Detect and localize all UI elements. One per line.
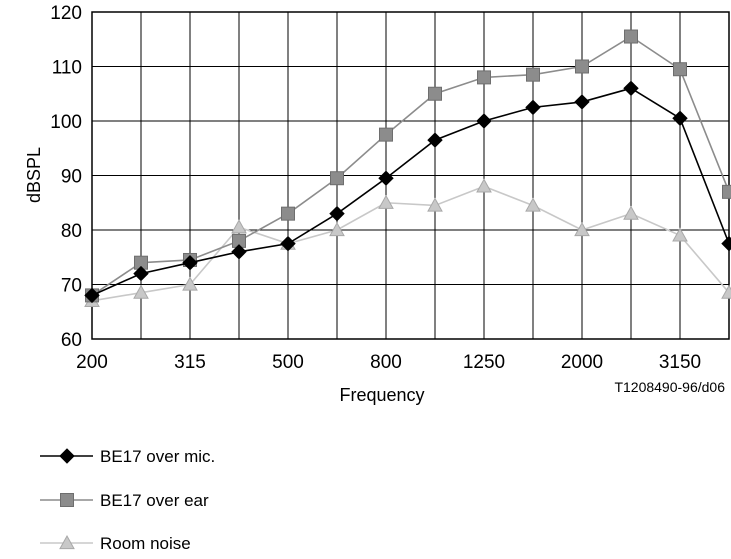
data-point — [182, 276, 198, 291]
y-tick-label: 90 — [61, 167, 82, 188]
data-point — [575, 59, 589, 74]
data-point — [428, 86, 442, 101]
y-tick-label: 60 — [61, 330, 82, 351]
data-point — [476, 113, 492, 129]
legend: BE17 over mic. BE17 over ear Room noise — [40, 447, 215, 553]
data-point — [623, 80, 639, 97]
y-tick-label: 120 — [50, 3, 82, 24]
data-point — [476, 178, 492, 193]
data-point — [378, 194, 394, 209]
y-axis: 60 70 80 90 100 110 120 — [50, 3, 82, 351]
series-diamond — [84, 80, 731, 304]
series-line — [91, 35, 730, 297]
plot-series — [84, 29, 731, 307]
legend-marker — [60, 493, 74, 507]
legend-item: BE17 over ear — [40, 491, 209, 510]
legend-label: Room noise — [100, 534, 191, 553]
x-axis-title: Frequency — [339, 385, 424, 405]
data-point — [672, 110, 688, 126]
data-point — [525, 99, 541, 116]
data-point — [427, 132, 443, 148]
data-point — [84, 287, 100, 304]
x-axis: 200 315 500 800 1250 2000 3150 — [76, 352, 701, 373]
data-point — [329, 205, 345, 222]
x-tick-label: 800 — [370, 352, 402, 373]
legend-marker — [59, 534, 75, 550]
data-point — [182, 254, 198, 271]
x-tick-label: 1250 — [463, 352, 505, 373]
data-point — [231, 219, 247, 234]
data-point — [281, 206, 295, 221]
data-point — [722, 184, 731, 199]
x-tick-label: 3150 — [659, 352, 701, 373]
x-tick-label: 200 — [76, 352, 108, 373]
data-point — [525, 197, 541, 212]
data-point — [133, 284, 149, 299]
x-tick-label: 315 — [174, 352, 206, 373]
y-tick-label: 70 — [61, 276, 82, 297]
data-point — [133, 265, 149, 282]
legend-item: Room noise — [40, 534, 191, 553]
series-line — [91, 185, 730, 302]
data-point — [379, 127, 393, 142]
data-point — [574, 221, 590, 237]
x-tick-label: 500 — [272, 352, 304, 373]
y-tick-label: 80 — [61, 221, 82, 242]
data-point — [526, 67, 540, 82]
data-point — [623, 205, 639, 220]
y-axis-title: dBSPL — [24, 147, 44, 203]
data-point — [624, 29, 638, 44]
data-point — [673, 62, 687, 77]
data-point — [477, 70, 491, 85]
legend-label: BE17 over ear — [100, 491, 209, 510]
y-tick-label: 110 — [52, 58, 82, 79]
data-point — [721, 284, 731, 299]
series-line — [91, 87, 730, 297]
legend-label: BE17 over mic. — [100, 447, 215, 466]
legend-item: BE17 over mic. — [40, 447, 215, 466]
figure-reference-note: T1208490-96/d06 — [614, 379, 725, 395]
legend-marker — [59, 448, 75, 464]
data-point — [378, 170, 394, 186]
data-point — [231, 244, 247, 260]
data-point — [721, 235, 731, 252]
series-triangle — [84, 178, 731, 307]
data-point — [574, 94, 590, 110]
x-tick-label: 2000 — [561, 352, 603, 373]
data-point — [330, 171, 344, 186]
data-point — [280, 235, 296, 252]
data-point — [672, 227, 688, 242]
y-tick-label: 100 — [50, 112, 82, 133]
data-point — [329, 221, 345, 237]
data-point — [427, 197, 443, 212]
